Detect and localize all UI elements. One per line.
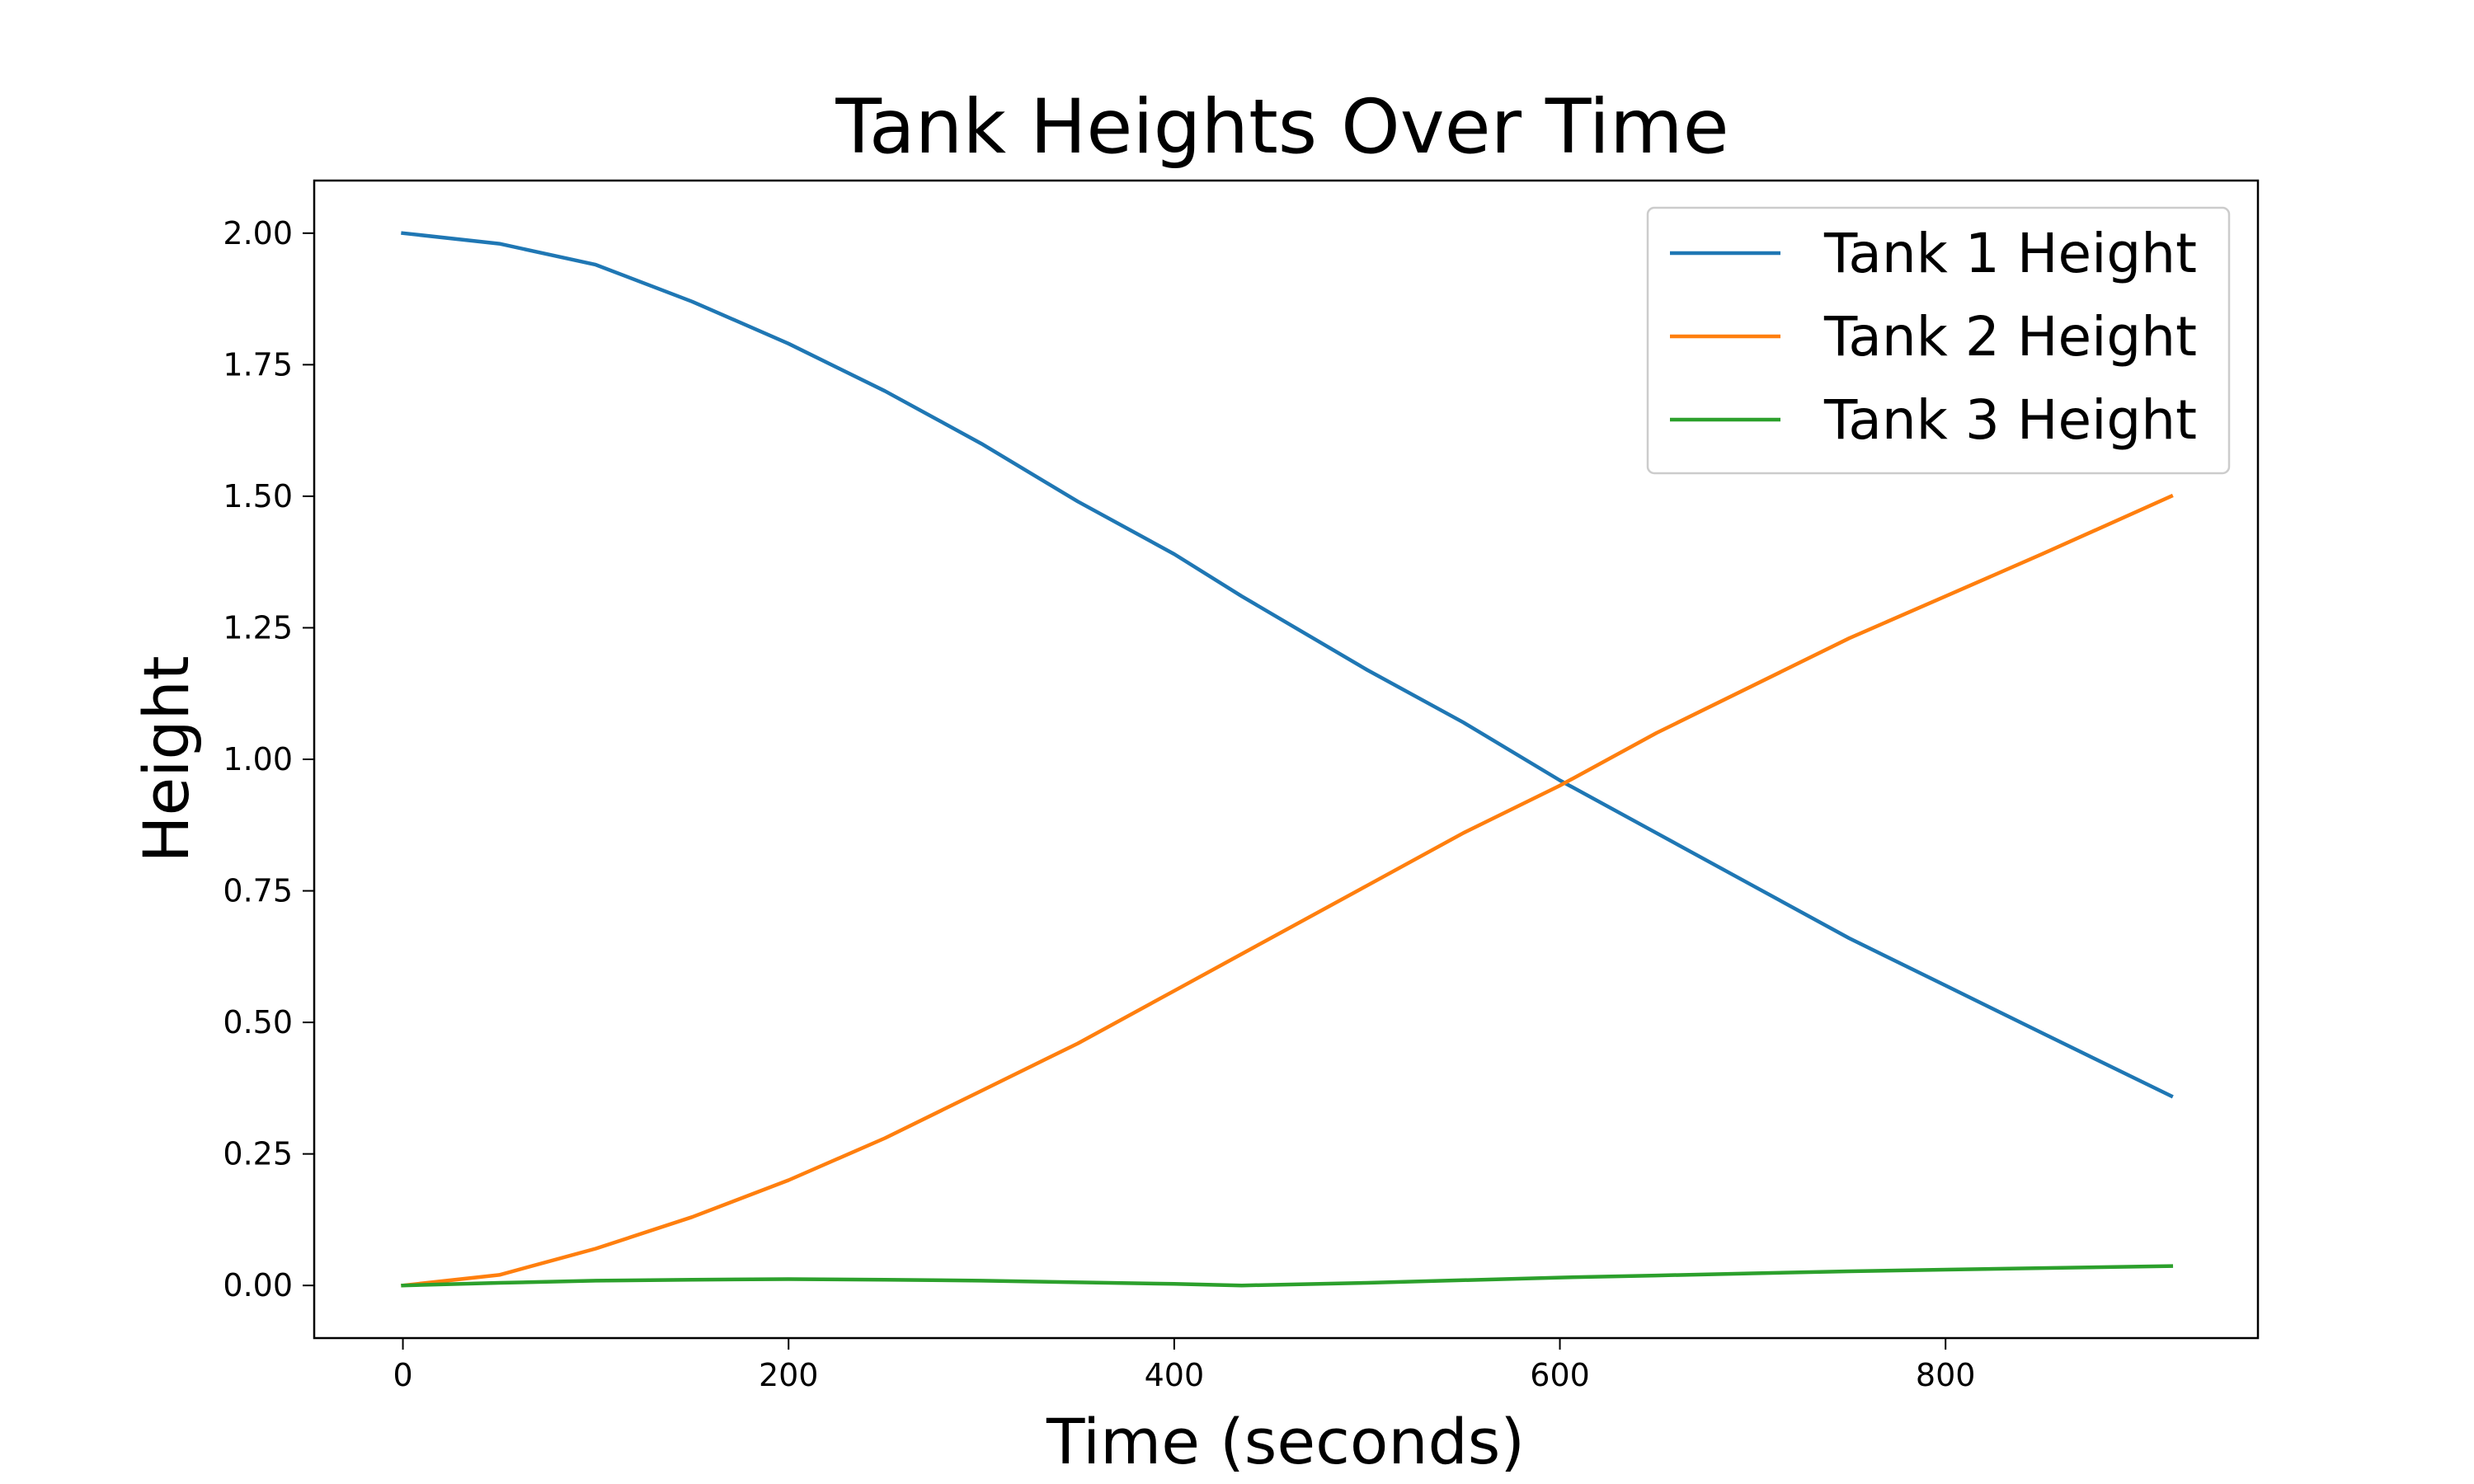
- y-tick-label: 1.25: [223, 609, 293, 646]
- chart-title: Tank Heights Over Time: [835, 84, 1729, 171]
- y-axis: 0.00 0.25 0.50 0.75 1.00 1.25 1.50 1.75 2.00: [223, 215, 314, 1303]
- y-tick-label: 1.75: [223, 346, 293, 383]
- x-tick-label: 400: [1145, 1357, 1205, 1393]
- legend: Tank 1 Height Tank 2 Height Tank 3 Height: [1646, 206, 2231, 475]
- series-line-tank-1: [401, 231, 2174, 1099]
- y-tick-label: 2.00: [223, 215, 293, 251]
- y-tick-label: 0.75: [223, 873, 293, 909]
- legend-label-tank-1: Tank 1 Height: [1823, 222, 2197, 285]
- x-tick-label: 600: [1530, 1357, 1590, 1393]
- y-tick-label: 0.00: [223, 1267, 293, 1303]
- x-axis: 0 200 400 600 800: [393, 1338, 1975, 1393]
- series-line-tank-3: [401, 1264, 2174, 1288]
- y-axis-label: Height: [129, 655, 203, 862]
- y-tick-label: 1.50: [223, 478, 293, 514]
- series-line-tank-2: [401, 493, 2174, 1288]
- legend-frame: [1646, 206, 2231, 475]
- x-tick-label: 200: [759, 1357, 819, 1393]
- legend-label-tank-3: Tank 3 Height: [1823, 388, 2197, 452]
- x-tick-label: 0: [393, 1357, 412, 1393]
- x-axis-label: Time (seconds): [1046, 1405, 1525, 1478]
- y-tick-label: 0.50: [223, 1004, 293, 1040]
- legend-label-tank-2: Tank 2 Height: [1823, 305, 2197, 369]
- y-tick-label: 1.00: [223, 741, 293, 777]
- x-tick-label: 800: [1916, 1357, 1976, 1393]
- series-layer: [401, 231, 2174, 1288]
- y-tick-label: 0.25: [223, 1136, 293, 1172]
